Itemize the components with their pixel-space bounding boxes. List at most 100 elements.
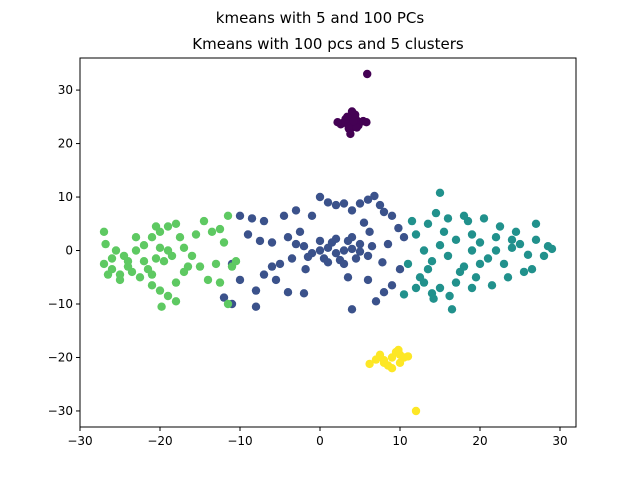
scatter-point-cluster-1 xyxy=(287,254,297,263)
scatter-point-cluster-3 xyxy=(151,222,161,231)
scatter-point-cluster-1 xyxy=(315,236,325,246)
scatter-point-cluster-1 xyxy=(347,244,357,254)
scatter-point-cluster-1 xyxy=(359,218,369,227)
scatter-point-cluster-2 xyxy=(447,305,457,314)
scatter-point-cluster-1 xyxy=(243,230,253,239)
scatter-point-cluster-3 xyxy=(199,216,209,226)
scatter-point-cluster-1 xyxy=(351,254,361,263)
scatter-point-cluster-3 xyxy=(147,281,157,290)
y-tick-label: −20 xyxy=(48,350,73,364)
scatter-point-cluster-1 xyxy=(331,200,341,210)
scatter-point-cluster-1 xyxy=(315,192,325,202)
scatter-point-cluster-4 xyxy=(371,355,381,364)
scatter-point-cluster-3 xyxy=(175,233,185,242)
scatter-point-cluster-1 xyxy=(251,286,261,295)
x-tick-label: −10 xyxy=(227,434,252,448)
scatter-point-cluster-3 xyxy=(107,254,117,263)
y-tick-label: 20 xyxy=(58,137,73,151)
scatter-point-cluster-2 xyxy=(407,216,417,226)
scatter-point-cluster-3 xyxy=(191,230,201,239)
plot-frame xyxy=(79,57,577,428)
scatter-point-cluster-1 xyxy=(235,211,245,220)
scatter-point-cluster-2 xyxy=(427,257,437,266)
scatter-point-cluster-2 xyxy=(443,214,453,223)
scatter-point-cluster-3 xyxy=(131,246,141,255)
scatter-point-cluster-3 xyxy=(155,243,165,252)
scatter-point-cluster-1 xyxy=(303,252,313,262)
scatter-point-cluster-1 xyxy=(371,297,381,306)
x-axis: −30 −20 −10 0 10 20 30 xyxy=(67,427,568,448)
scatter-point-cluster-3 xyxy=(119,251,129,261)
scatter-point-cluster-1 xyxy=(347,206,357,215)
scatter-point-cluster-1 xyxy=(247,214,257,223)
scatter-point-cluster-1 xyxy=(363,195,373,204)
scatter-point-cluster-2 xyxy=(443,251,453,261)
scatter-point-cluster-2 xyxy=(451,235,461,244)
scatter-point-cluster-3 xyxy=(195,262,205,271)
scatter-point-cluster-2 xyxy=(419,246,429,255)
scatter-point-cluster-3 xyxy=(215,224,225,234)
y-tick-label: 0 xyxy=(65,244,73,258)
scatter-point-cluster-2 xyxy=(451,278,461,287)
scatter-point-cluster-1 xyxy=(355,199,365,208)
points-layer xyxy=(99,69,557,416)
scatter-point-cluster-1 xyxy=(379,207,389,217)
scatter-point-cluster-2 xyxy=(527,265,537,274)
scatter-point-cluster-2 xyxy=(475,238,485,247)
scatter-point-cluster-2 xyxy=(515,239,525,249)
scatter-point-cluster-1 xyxy=(387,281,397,290)
scatter-point-cluster-1 xyxy=(283,233,293,242)
scatter-point-cluster-2 xyxy=(467,230,477,239)
scatter-point-cluster-3 xyxy=(163,246,173,255)
x-tick-label: 0 xyxy=(316,434,324,448)
scatter-point-cluster-0 xyxy=(349,116,358,126)
scatter-point-cluster-1 xyxy=(347,233,357,242)
scatter-point-cluster-2 xyxy=(411,283,421,293)
scatter-point-cluster-3 xyxy=(223,299,233,309)
scatter-point-cluster-2 xyxy=(495,222,505,231)
y-tick-label: 10 xyxy=(58,190,73,204)
scatter-point-cluster-1 xyxy=(355,247,365,256)
scatter-point-cluster-1 xyxy=(251,302,261,311)
scatter-point-cluster-3 xyxy=(115,275,125,285)
scatter-point-cluster-1 xyxy=(283,288,293,297)
scatter-point-cluster-3 xyxy=(171,297,181,306)
scatter-point-cluster-3 xyxy=(203,275,213,285)
scatter-point-cluster-1 xyxy=(259,216,269,226)
scatter-point-cluster-3 xyxy=(131,233,141,242)
scatter-point-cluster-1 xyxy=(259,270,269,279)
scatter-point-cluster-1 xyxy=(323,258,333,267)
scatter-point-cluster-3 xyxy=(123,262,133,271)
scatter-point-cluster-3 xyxy=(219,238,229,247)
scatter-point-cluster-3 xyxy=(147,233,157,242)
scatter-point-cluster-2 xyxy=(479,214,489,223)
scatter-point-cluster-1 xyxy=(275,259,285,269)
scatter-point-cluster-2 xyxy=(423,219,433,228)
scatter-point-cluster-2 xyxy=(499,259,509,269)
scatter-point-cluster-3 xyxy=(179,267,189,277)
scatter-point-cluster-1 xyxy=(291,206,301,215)
x-tick-label: 20 xyxy=(472,434,487,448)
scatter-point-cluster-2 xyxy=(399,290,409,299)
scatter-point-cluster-2 xyxy=(435,283,445,293)
scatter-point-cluster-4 xyxy=(395,358,405,367)
scatter-point-cluster-4 xyxy=(394,345,403,355)
scatter-point-cluster-1 xyxy=(307,211,317,220)
scatter-point-cluster-1 xyxy=(363,275,373,285)
scatter-point-cluster-2 xyxy=(491,246,501,255)
scatter-point-cluster-1 xyxy=(255,236,265,246)
scatter-point-cluster-1 xyxy=(331,234,341,243)
scatter-point-cluster-1 xyxy=(383,239,393,249)
scatter-point-cluster-3 xyxy=(155,286,165,295)
scatter-point-cluster-1 xyxy=(295,227,305,236)
scatter-point-cluster-2 xyxy=(503,273,513,282)
scatter-point-cluster-2 xyxy=(431,208,441,218)
scatter-point-cluster-1 xyxy=(267,238,277,247)
scatter-point-cluster-4 xyxy=(387,364,397,373)
y-tick-label: −10 xyxy=(48,297,73,311)
scatter-point-cluster-1 xyxy=(299,242,309,251)
scatter-point-cluster-2 xyxy=(459,211,469,220)
scatter-point-cluster-0 xyxy=(362,118,371,127)
scatter-point-cluster-2 xyxy=(519,267,529,277)
